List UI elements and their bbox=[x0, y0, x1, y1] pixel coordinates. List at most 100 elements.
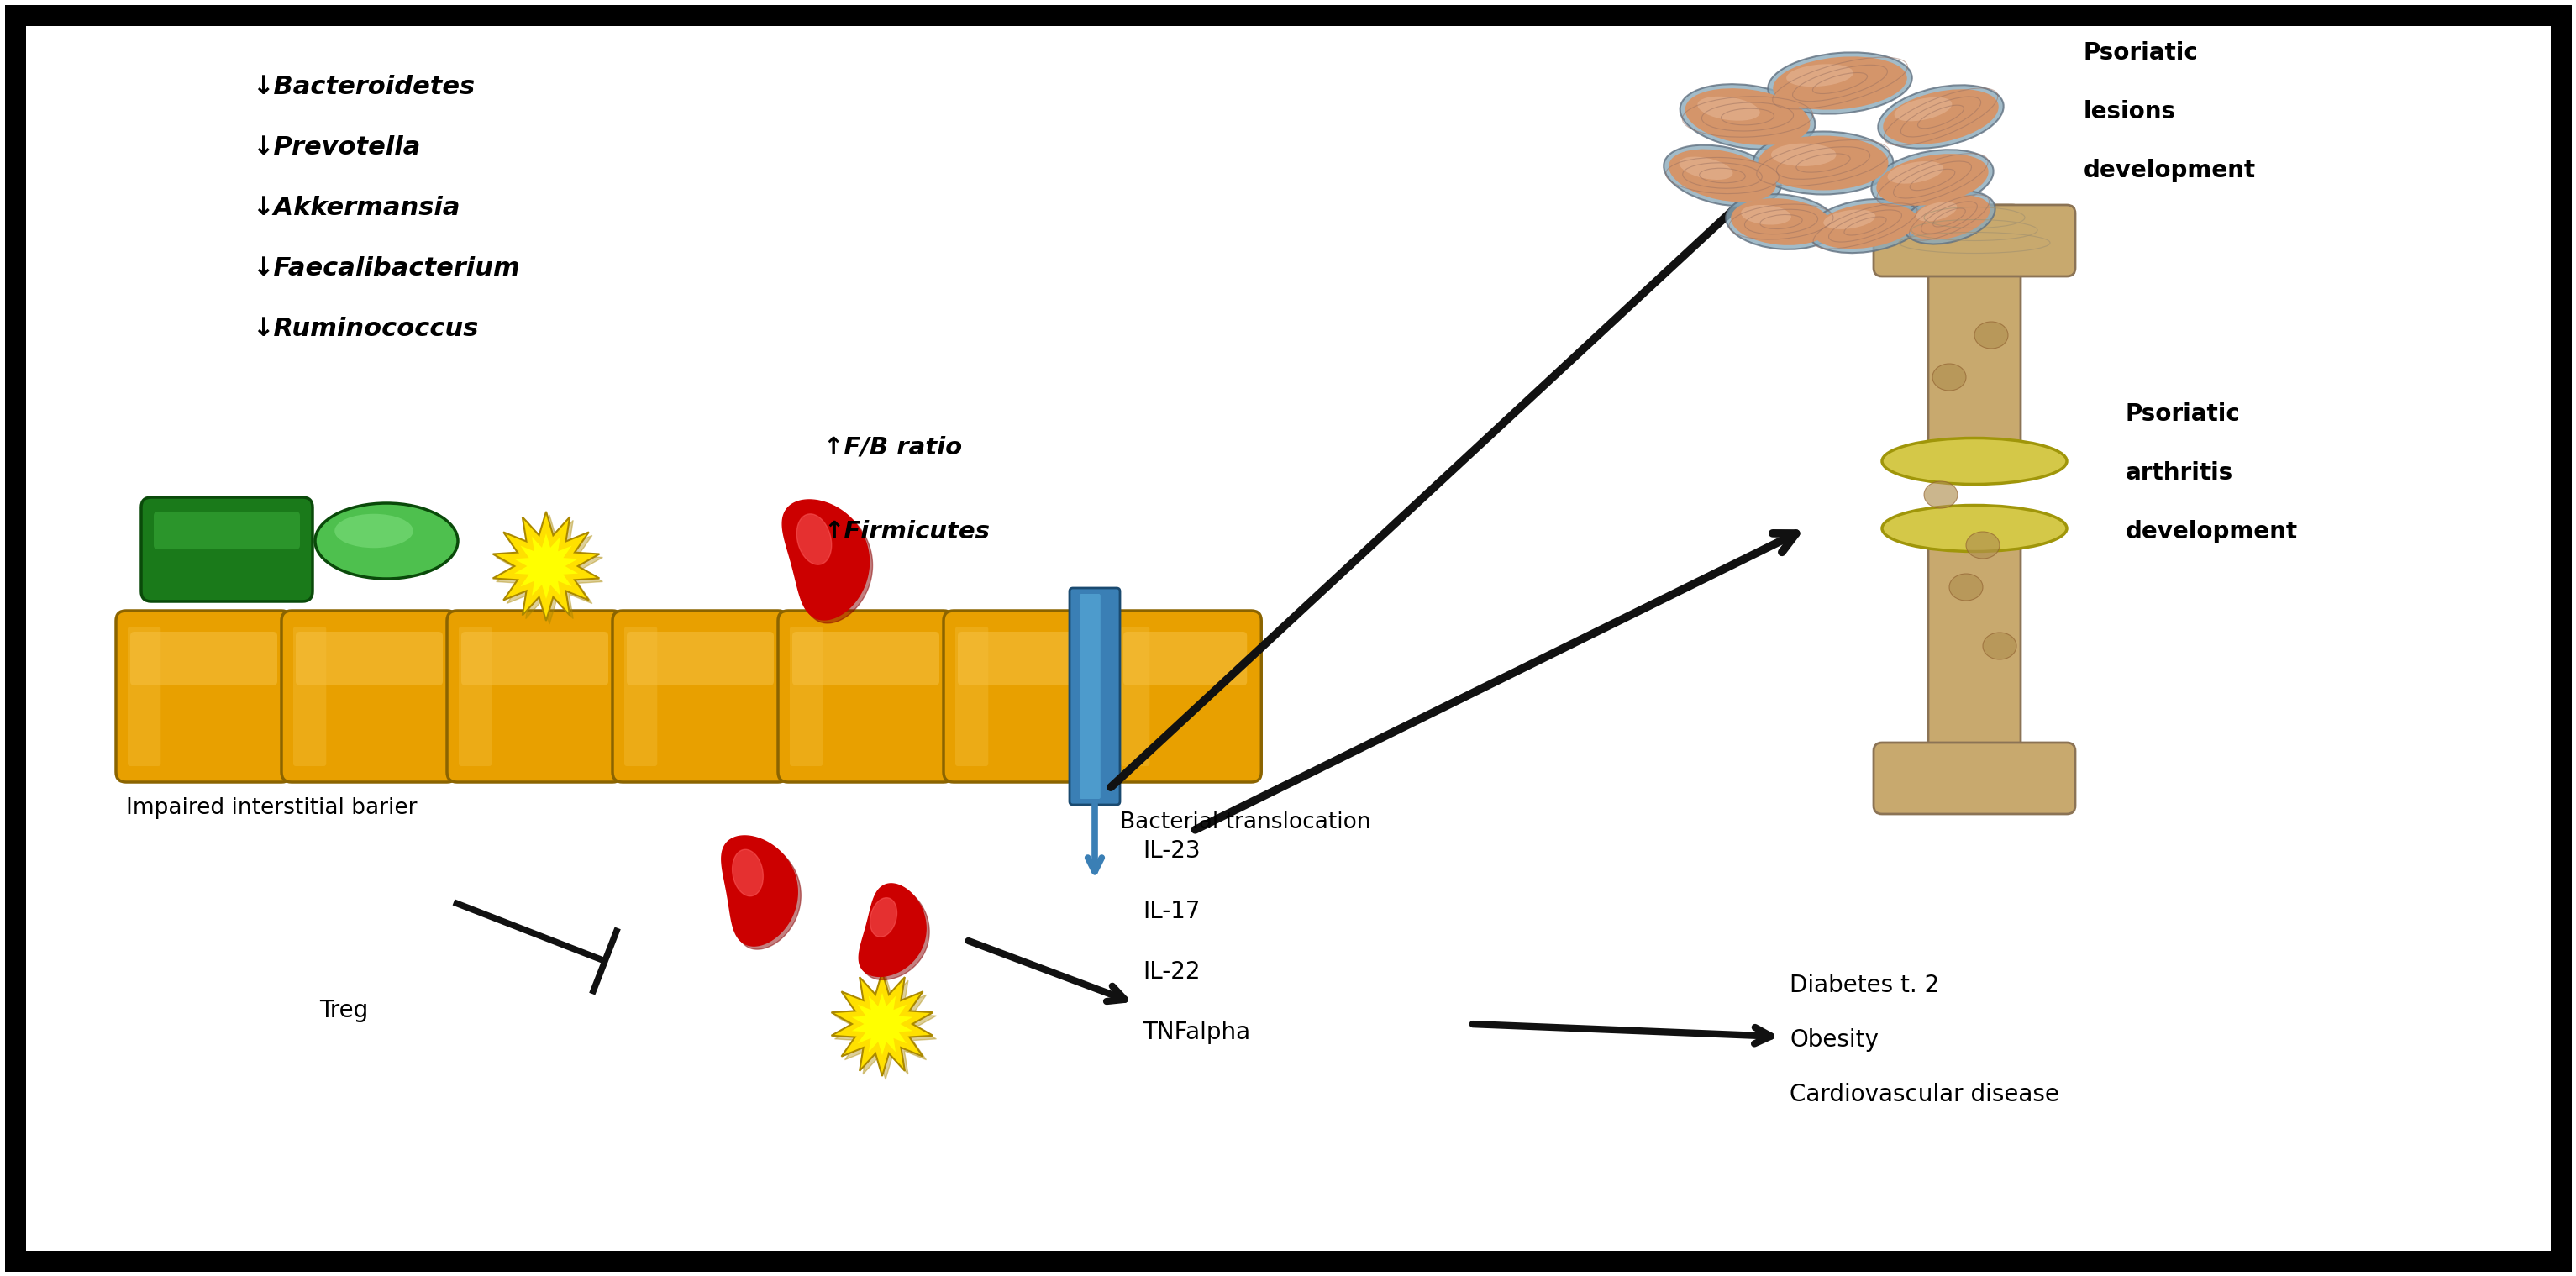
FancyBboxPatch shape bbox=[281, 611, 456, 782]
FancyBboxPatch shape bbox=[626, 632, 773, 685]
Ellipse shape bbox=[1726, 194, 1837, 249]
Polygon shape bbox=[796, 514, 832, 565]
FancyBboxPatch shape bbox=[613, 611, 788, 782]
Ellipse shape bbox=[1893, 97, 1953, 121]
Ellipse shape bbox=[1772, 143, 1837, 166]
Polygon shape bbox=[863, 887, 930, 980]
Ellipse shape bbox=[1973, 322, 2009, 348]
Ellipse shape bbox=[1984, 633, 2017, 660]
Ellipse shape bbox=[1814, 203, 1917, 249]
FancyBboxPatch shape bbox=[459, 627, 492, 766]
Ellipse shape bbox=[314, 503, 459, 579]
Ellipse shape bbox=[1767, 52, 1911, 114]
FancyBboxPatch shape bbox=[958, 632, 1105, 685]
Polygon shape bbox=[732, 850, 762, 896]
Ellipse shape bbox=[335, 514, 412, 547]
Ellipse shape bbox=[1870, 149, 1994, 209]
Text: ↓Faecalibacterium: ↓Faecalibacterium bbox=[252, 256, 520, 281]
FancyBboxPatch shape bbox=[294, 627, 327, 766]
FancyBboxPatch shape bbox=[41, 42, 2535, 1234]
FancyBboxPatch shape bbox=[129, 627, 160, 766]
Text: development: development bbox=[2125, 521, 2298, 544]
Ellipse shape bbox=[1888, 161, 1942, 184]
Polygon shape bbox=[497, 516, 603, 624]
Ellipse shape bbox=[1698, 97, 1759, 121]
FancyBboxPatch shape bbox=[1069, 588, 1121, 805]
FancyBboxPatch shape bbox=[296, 632, 443, 685]
FancyBboxPatch shape bbox=[1110, 611, 1262, 782]
Polygon shape bbox=[783, 500, 868, 620]
Ellipse shape bbox=[1883, 89, 1999, 144]
Text: ↓Prevotella: ↓Prevotella bbox=[252, 135, 420, 160]
Polygon shape bbox=[786, 503, 873, 623]
Ellipse shape bbox=[1685, 88, 1811, 145]
Ellipse shape bbox=[1824, 209, 1875, 230]
FancyBboxPatch shape bbox=[1873, 205, 2076, 277]
Ellipse shape bbox=[1875, 154, 1989, 205]
Text: ↑Firmicutes: ↑Firmicutes bbox=[824, 521, 989, 544]
Text: IL-22: IL-22 bbox=[1144, 960, 1200, 984]
FancyBboxPatch shape bbox=[1929, 512, 2020, 763]
Ellipse shape bbox=[1741, 205, 1790, 225]
Polygon shape bbox=[835, 975, 935, 1079]
Ellipse shape bbox=[1731, 198, 1832, 245]
Text: Treg: Treg bbox=[319, 999, 368, 1022]
FancyBboxPatch shape bbox=[155, 512, 299, 550]
FancyBboxPatch shape bbox=[943, 611, 1118, 782]
Text: development: development bbox=[2084, 158, 2257, 182]
Polygon shape bbox=[853, 993, 912, 1055]
Polygon shape bbox=[871, 898, 896, 937]
Text: Diabetes t. 2: Diabetes t. 2 bbox=[1790, 974, 1940, 997]
Polygon shape bbox=[724, 840, 801, 949]
Text: Cardiovascular disease: Cardiovascular disease bbox=[1790, 1083, 2058, 1106]
FancyBboxPatch shape bbox=[131, 632, 278, 685]
Text: Impaired interstitial barier: Impaired interstitial barier bbox=[126, 798, 417, 819]
Text: Bacterial translocation: Bacterial translocation bbox=[1121, 812, 1370, 833]
Ellipse shape bbox=[1904, 191, 1994, 244]
Ellipse shape bbox=[1883, 438, 2066, 485]
FancyBboxPatch shape bbox=[623, 627, 657, 766]
FancyBboxPatch shape bbox=[116, 611, 291, 782]
Ellipse shape bbox=[1669, 149, 1775, 202]
FancyBboxPatch shape bbox=[1079, 593, 1100, 799]
Text: ↓Ruminococcus: ↓Ruminococcus bbox=[252, 316, 479, 341]
Ellipse shape bbox=[1965, 532, 1999, 559]
Ellipse shape bbox=[1680, 157, 1734, 180]
Text: ↑F/B ratio: ↑F/B ratio bbox=[824, 436, 961, 459]
Text: Psoriatic: Psoriatic bbox=[2125, 402, 2241, 426]
Ellipse shape bbox=[1883, 505, 2066, 551]
Text: Psoriatic: Psoriatic bbox=[2084, 41, 2200, 65]
FancyBboxPatch shape bbox=[778, 611, 953, 782]
Ellipse shape bbox=[1808, 199, 1922, 253]
FancyBboxPatch shape bbox=[1873, 743, 2076, 814]
Text: lesions: lesions bbox=[2084, 100, 2177, 124]
Ellipse shape bbox=[1909, 195, 1991, 240]
Polygon shape bbox=[721, 836, 799, 946]
FancyBboxPatch shape bbox=[448, 611, 623, 782]
Ellipse shape bbox=[1950, 574, 1984, 601]
Text: ↓Bacteroidetes: ↓Bacteroidetes bbox=[252, 75, 474, 100]
FancyBboxPatch shape bbox=[793, 632, 940, 685]
Polygon shape bbox=[858, 883, 925, 976]
Ellipse shape bbox=[1772, 56, 1906, 110]
Ellipse shape bbox=[1932, 364, 1965, 390]
Text: Obesity: Obesity bbox=[1790, 1028, 1878, 1051]
Ellipse shape bbox=[1757, 135, 1888, 190]
Text: arthritis: arthritis bbox=[2125, 461, 2233, 485]
Text: ↓Akkermansia: ↓Akkermansia bbox=[252, 195, 461, 219]
FancyBboxPatch shape bbox=[142, 498, 312, 601]
FancyBboxPatch shape bbox=[461, 632, 608, 685]
Ellipse shape bbox=[1754, 131, 1893, 194]
FancyBboxPatch shape bbox=[791, 627, 822, 766]
Ellipse shape bbox=[1878, 85, 2004, 148]
Text: TNFalpha: TNFalpha bbox=[1144, 1021, 1249, 1044]
FancyBboxPatch shape bbox=[956, 627, 989, 766]
Ellipse shape bbox=[1785, 64, 1852, 87]
Polygon shape bbox=[832, 972, 933, 1076]
Ellipse shape bbox=[1680, 84, 1816, 149]
Ellipse shape bbox=[1664, 145, 1780, 207]
Polygon shape bbox=[492, 512, 600, 621]
Polygon shape bbox=[515, 533, 577, 598]
FancyBboxPatch shape bbox=[1121, 627, 1149, 766]
Text: IL-17: IL-17 bbox=[1144, 900, 1200, 924]
